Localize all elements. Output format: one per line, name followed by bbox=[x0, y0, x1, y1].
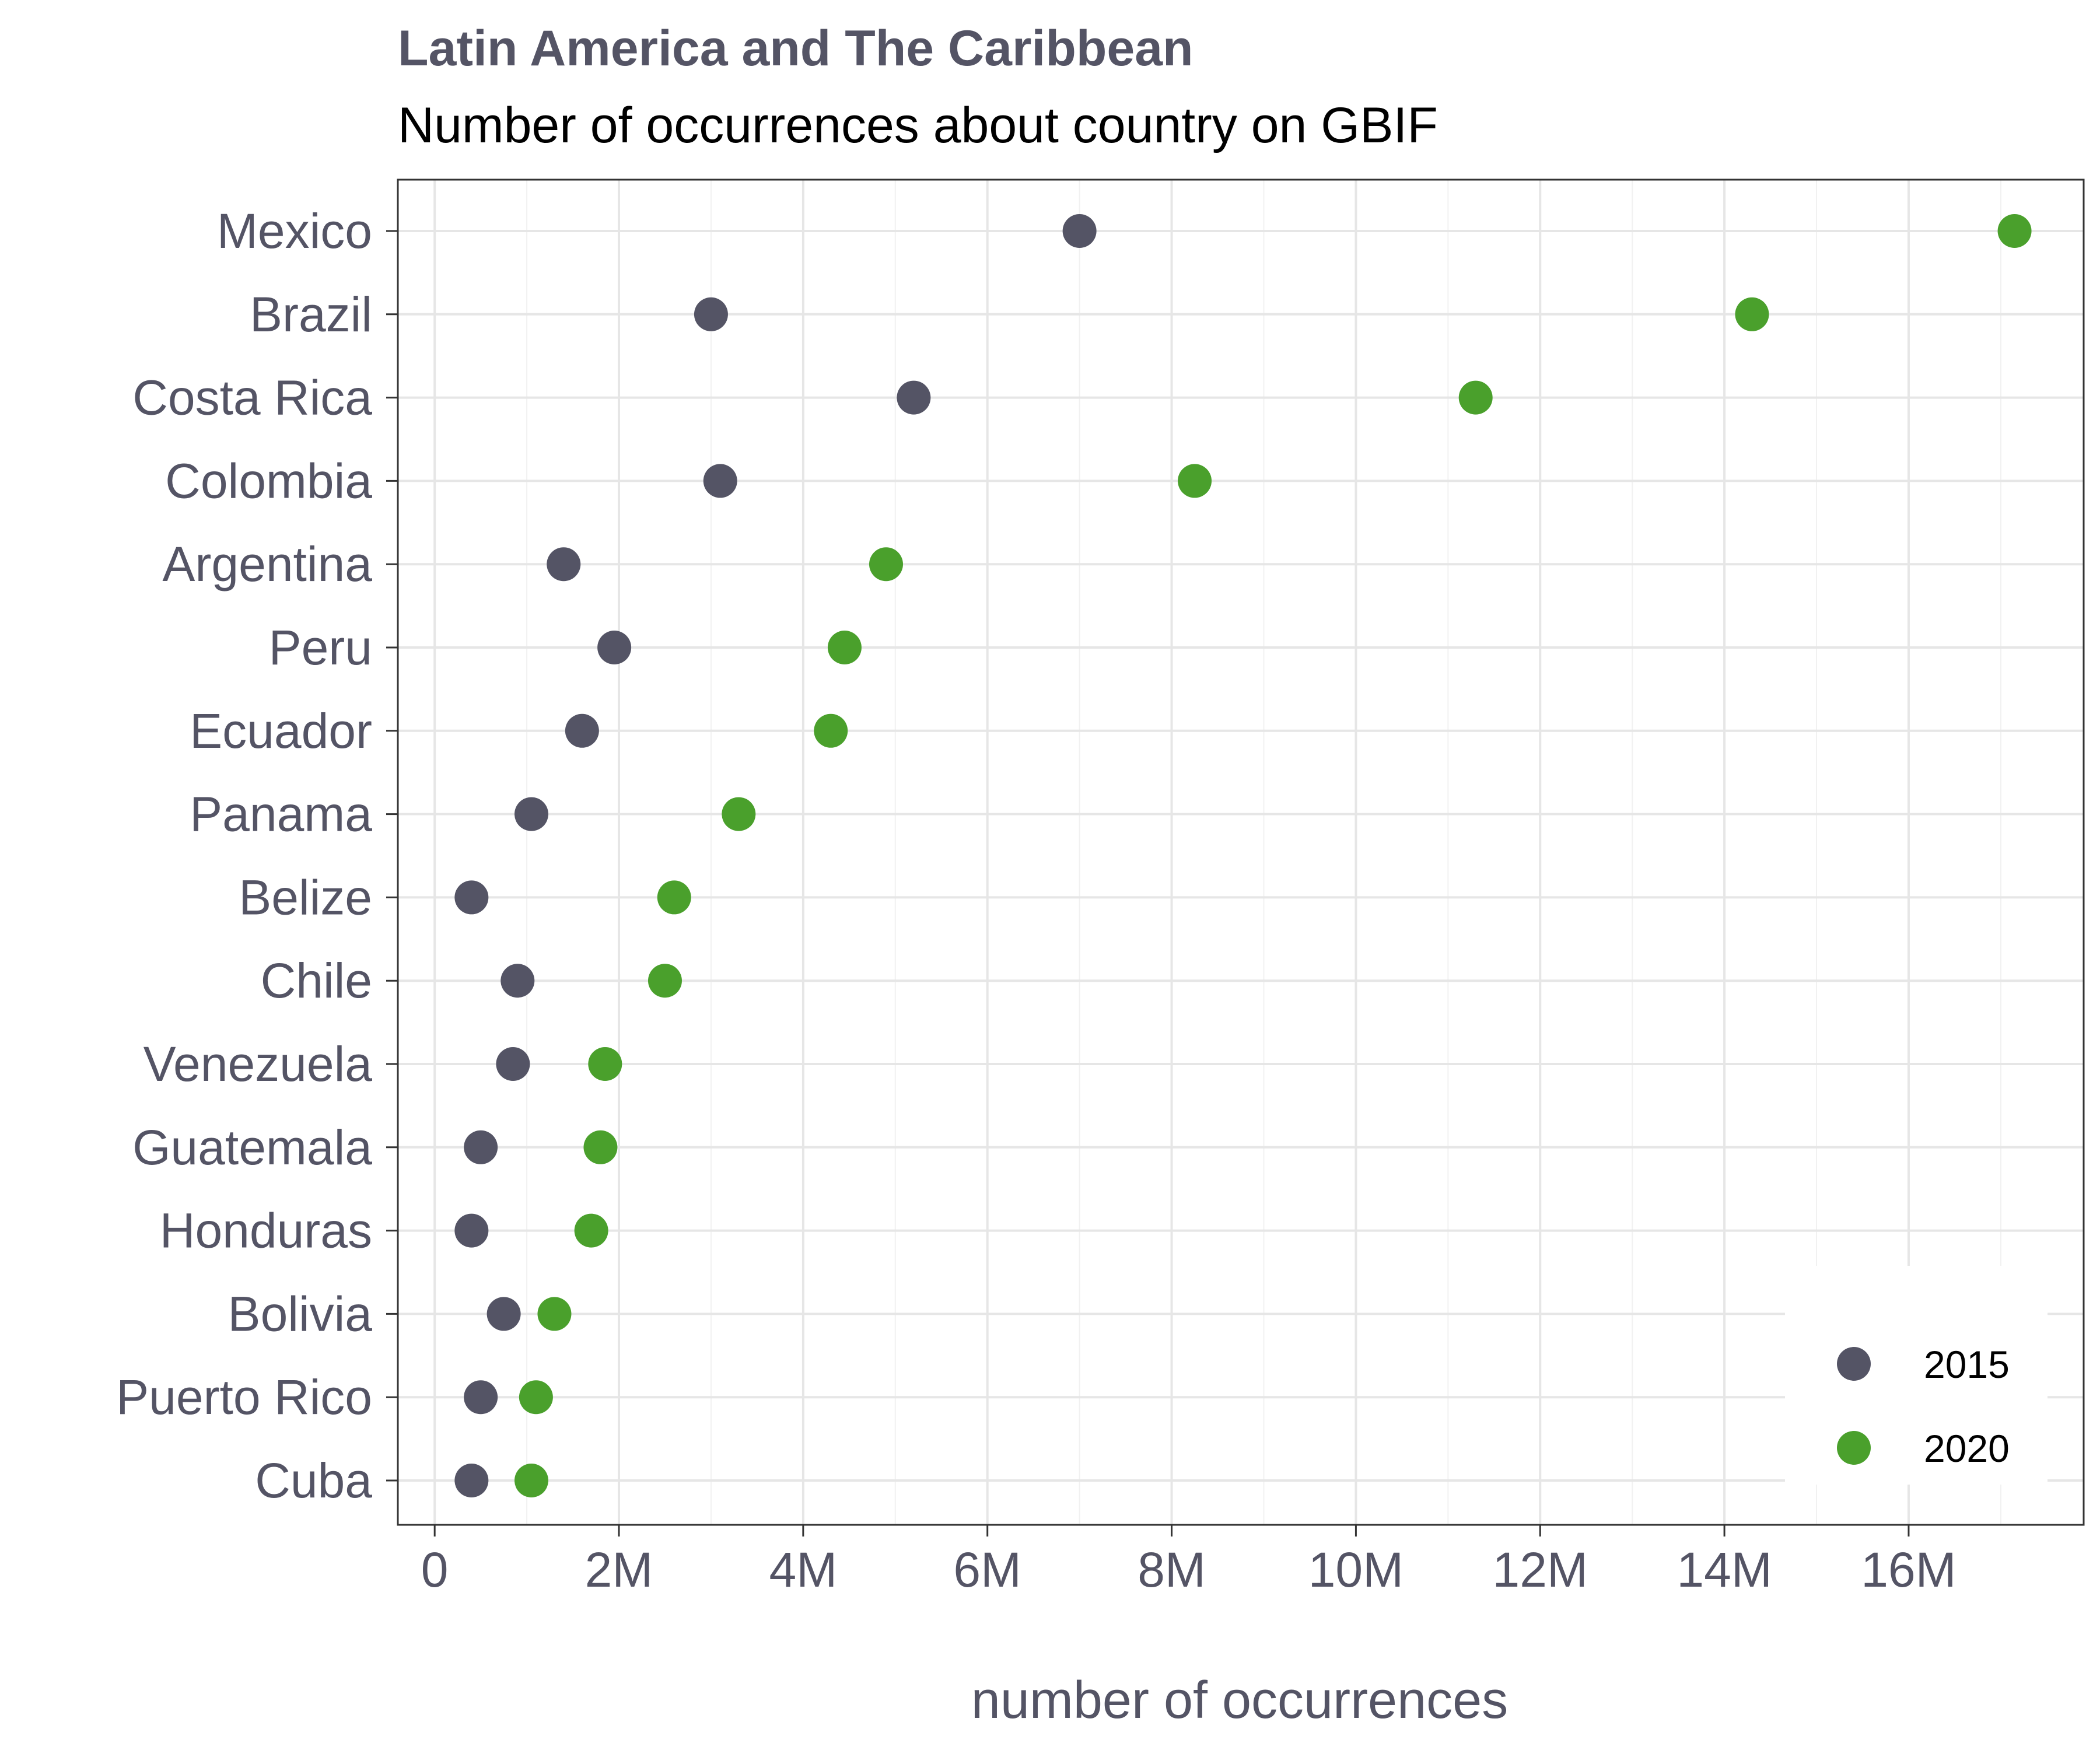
y-tick-label: Cuba bbox=[255, 1453, 372, 1508]
x-tick-label: 10M bbox=[1308, 1542, 1404, 1597]
point-2020-peru bbox=[827, 631, 862, 664]
y-tick-label: Belize bbox=[239, 870, 372, 925]
legend-label-2020: 2020 bbox=[1924, 1427, 2010, 1470]
x-tick-label: 12M bbox=[1493, 1542, 1588, 1597]
legend: 2015 2020 bbox=[1785, 1266, 2048, 1485]
x-tick-label: 0 bbox=[421, 1542, 449, 1597]
y-tick-label: Argentina bbox=[162, 537, 372, 592]
point-2015-argentina bbox=[547, 547, 581, 582]
point-2015-bolivia bbox=[487, 1297, 521, 1331]
x-tick-label: 8M bbox=[1138, 1542, 1206, 1597]
x-axis-label: number of occurrences bbox=[971, 1671, 1508, 1730]
data-points bbox=[454, 214, 2032, 1497]
point-2020-colombia bbox=[1178, 464, 1212, 498]
chart-subtitle: Number of occurrences about country on G… bbox=[398, 97, 1438, 153]
point-2015-cuba bbox=[454, 1464, 489, 1497]
grid-lines bbox=[398, 180, 2084, 1525]
point-2015-honduras bbox=[454, 1213, 489, 1248]
point-2020-mexico bbox=[1997, 214, 2032, 248]
point-2015-brazil bbox=[694, 297, 728, 331]
y-tick-label: Mexico bbox=[217, 204, 372, 258]
point-2015-guatemala bbox=[464, 1130, 498, 1164]
y-tick-label: Guatemala bbox=[132, 1120, 372, 1175]
y-tick-label: Venezuela bbox=[144, 1037, 373, 1091]
point-2015-chile bbox=[501, 964, 535, 998]
x-axis: 0 2M 4M 6M 8M 10M 12M 14M 16M bbox=[421, 1525, 1957, 1597]
point-2020-argentina bbox=[869, 547, 903, 582]
y-tick-label: Puerto Rico bbox=[116, 1370, 372, 1424]
point-2015-colombia bbox=[703, 464, 737, 498]
y-tick-label: Panama bbox=[190, 787, 372, 842]
point-2015-costa-rica bbox=[897, 380, 931, 415]
legend-key-2015 bbox=[1837, 1347, 1871, 1381]
point-2020-costa-rica bbox=[1458, 380, 1493, 415]
legend-background bbox=[1785, 1266, 2048, 1485]
point-2015-peru bbox=[597, 631, 632, 664]
point-2015-puerto-rico bbox=[464, 1380, 498, 1415]
y-tick-label: Costa Rica bbox=[132, 370, 372, 425]
plot-panel-border bbox=[397, 178, 2085, 1526]
y-tick-label: Bolivia bbox=[228, 1286, 373, 1341]
legend-key-2020 bbox=[1837, 1431, 1871, 1465]
y-tick-label: Chile bbox=[261, 953, 372, 1008]
x-tick-label: 14M bbox=[1676, 1542, 1772, 1597]
x-tick-label: 4M bbox=[769, 1542, 838, 1597]
y-tick-label: Colombia bbox=[165, 453, 372, 508]
x-tick-label: 2M bbox=[585, 1542, 653, 1597]
point-2020-belize bbox=[657, 880, 691, 915]
point-2015-belize bbox=[454, 880, 489, 915]
point-2020-panama bbox=[722, 797, 756, 831]
point-2015-mexico bbox=[1062, 214, 1097, 248]
point-2020-ecuador bbox=[814, 713, 848, 748]
x-tick-label: 6M bbox=[953, 1542, 1021, 1597]
point-2015-venezuela bbox=[496, 1047, 530, 1081]
y-tick-label: Honduras bbox=[160, 1203, 372, 1258]
point-2015-panama bbox=[514, 797, 548, 831]
point-2020-chile bbox=[648, 964, 682, 998]
point-2020-brazil bbox=[1735, 297, 1769, 331]
point-2020-venezuela bbox=[588, 1047, 622, 1081]
point-2020-cuba bbox=[514, 1464, 548, 1497]
x-tick-label: 16M bbox=[1861, 1542, 1956, 1597]
point-2020-bolivia bbox=[537, 1297, 572, 1331]
y-tick-label: Peru bbox=[269, 620, 372, 675]
y-axis: Mexico Brazil Costa Rica Colombia Argentina P… bbox=[116, 204, 398, 1508]
y-tick-label: Brazil bbox=[250, 287, 372, 342]
y-tick-label: Ecuador bbox=[190, 704, 372, 758]
point-2015-ecuador bbox=[565, 713, 599, 748]
point-2020-honduras bbox=[574, 1213, 608, 1248]
chart-title: Latin America and The Caribbean bbox=[398, 20, 1194, 76]
legend-label-2015: 2015 bbox=[1924, 1343, 2010, 1386]
point-2020-guatemala bbox=[583, 1130, 618, 1164]
point-2020-puerto-rico bbox=[519, 1380, 553, 1415]
